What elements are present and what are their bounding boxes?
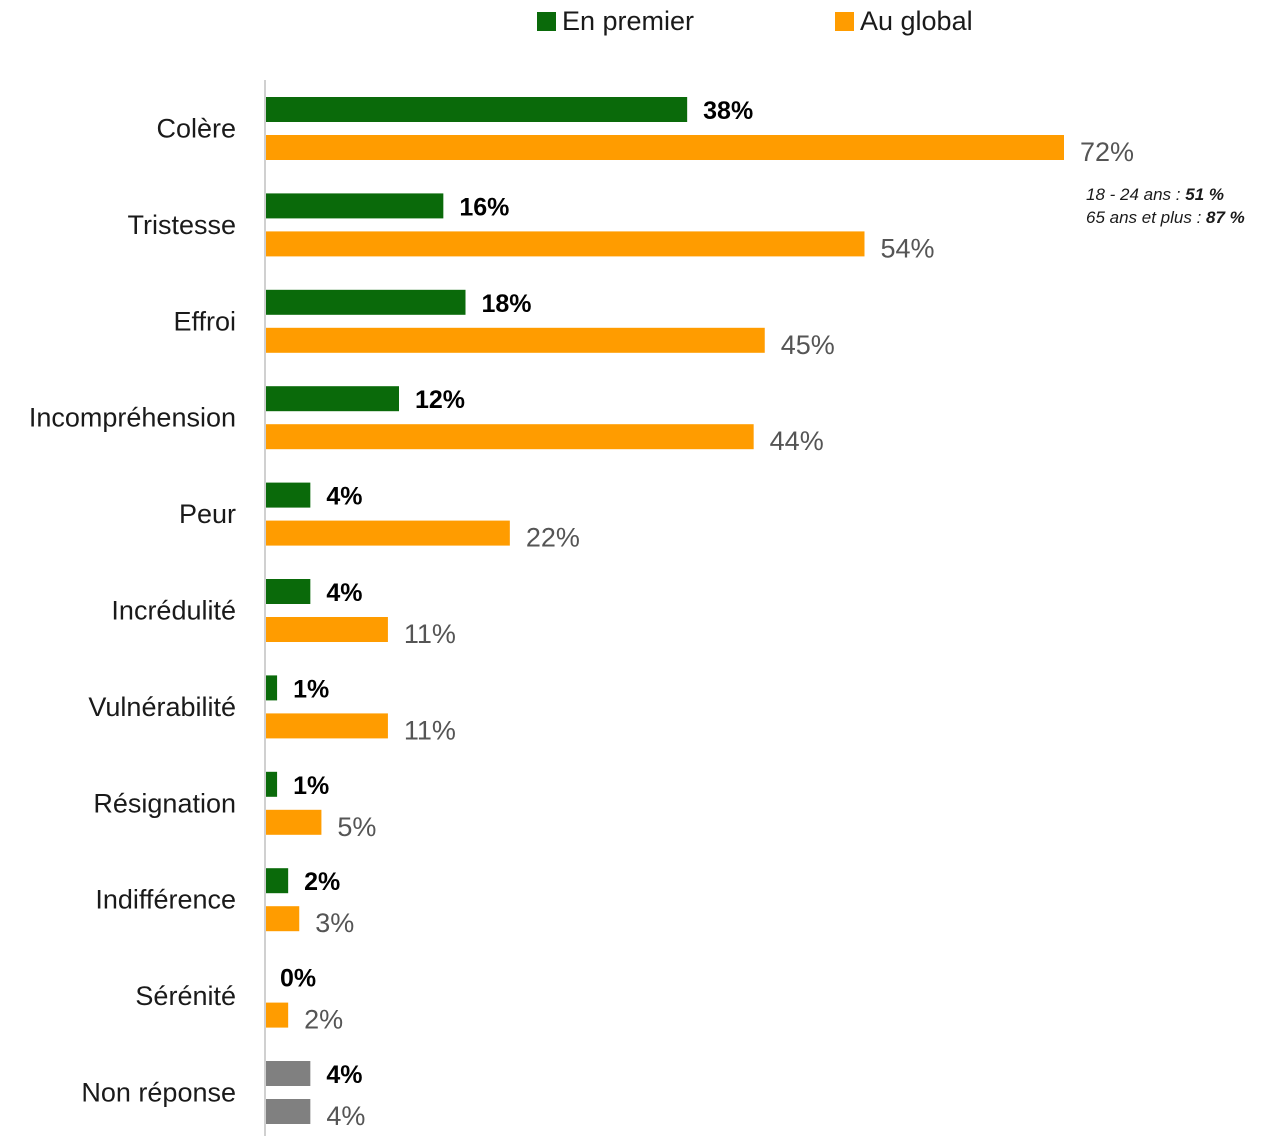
value-label-first-serenite: 0% [280, 965, 316, 993]
bar-global-incomprehension [266, 424, 754, 450]
value-label-first-peur: 4% [326, 483, 362, 511]
category-label-indifference: Indifférence [95, 885, 236, 915]
category-label-colere: Colère [156, 114, 236, 144]
bar-first-non-reponse [266, 1061, 311, 1086]
category-label-incredulite: Incrédulité [111, 596, 236, 626]
legend-item-first: En premier [537, 6, 694, 37]
value-label-global-non-reponse: 4% [326, 1101, 365, 1131]
annotation-line-2: 65 ans et plus : 87 % [1086, 208, 1245, 227]
value-label-first-incomprehension: 12% [415, 386, 465, 414]
bar-first-colere [266, 97, 688, 122]
bar-global-peur [266, 520, 510, 546]
bar-first-tristesse [266, 193, 444, 219]
category-label-serenite: Sérénité [135, 981, 236, 1011]
value-label-global-tristesse: 54% [881, 233, 935, 263]
legend-label-global: Au global [860, 6, 973, 36]
bar-first-peur [266, 482, 311, 508]
bar-first-incredulite [266, 579, 311, 604]
bar-first-indifference [266, 868, 289, 894]
value-label-global-vulnerabilite: 11% [404, 715, 456, 745]
age-annotation: 18 - 24 ans : 51 % 65 ans et plus : 87 % [1086, 183, 1245, 229]
value-label-first-effroi: 18% [482, 290, 532, 318]
legend: En premier Au global [0, 6, 1276, 40]
category-label-incomprehension: Incompréhension [29, 403, 236, 433]
value-label-first-tristesse: 16% [459, 193, 509, 221]
value-label-global-incredulite: 11% [404, 619, 456, 649]
category-label-non-reponse: Non réponse [81, 1078, 236, 1108]
bar-global-tristesse [266, 231, 865, 257]
bar-first-effroi [266, 289, 466, 315]
category-label-tristesse: Tristesse [127, 210, 236, 240]
value-label-global-effroi: 45% [781, 330, 835, 360]
value-label-global-incomprehension: 44% [770, 426, 824, 456]
bar-first-resignation [266, 771, 278, 797]
bar-global-indifference [266, 906, 300, 932]
legend-item-global: Au global [835, 6, 973, 37]
bar-global-incredulite [266, 617, 388, 642]
bar-first-incomprehension [266, 386, 399, 412]
bar-global-vulnerabilite [266, 713, 388, 739]
bar-first-vulnerabilite [266, 675, 278, 701]
value-label-global-serenite: 2% [304, 1005, 343, 1035]
legend-label-first: En premier [562, 6, 695, 36]
annotation-value-2: 87 % [1206, 208, 1245, 227]
category-label-resignation: Résignation [93, 788, 236, 818]
value-label-global-peur: 22% [526, 523, 580, 553]
value-label-first-colere: 38% [703, 97, 753, 125]
value-label-first-resignation: 1% [293, 772, 329, 800]
value-label-global-resignation: 5% [337, 812, 376, 842]
legend-swatch-first [537, 12, 556, 31]
annotation-value-1: 51 % [1185, 185, 1224, 204]
category-label-peur: Peur [179, 499, 236, 529]
value-label-global-colere: 72% [1080, 137, 1134, 167]
category-label-effroi: Effroi [173, 306, 236, 336]
legend-swatch-global [835, 12, 854, 31]
bar-global-effroi [266, 327, 765, 353]
bar-global-resignation [266, 809, 322, 835]
bar-global-non-reponse [266, 1099, 311, 1124]
bar-global-serenite [266, 1002, 289, 1028]
annotation-line-1: 18 - 24 ans : 51 % [1086, 185, 1224, 204]
value-label-first-incredulite: 4% [326, 579, 362, 607]
category-label-vulnerabilite: Vulnérabilité [88, 692, 236, 722]
value-label-first-indifference: 2% [304, 868, 340, 896]
bar-global-colere [266, 135, 1064, 160]
value-label-first-non-reponse: 4% [326, 1061, 362, 1089]
value-label-first-vulnerabilite: 1% [293, 675, 329, 703]
value-label-global-indifference: 3% [315, 908, 354, 938]
